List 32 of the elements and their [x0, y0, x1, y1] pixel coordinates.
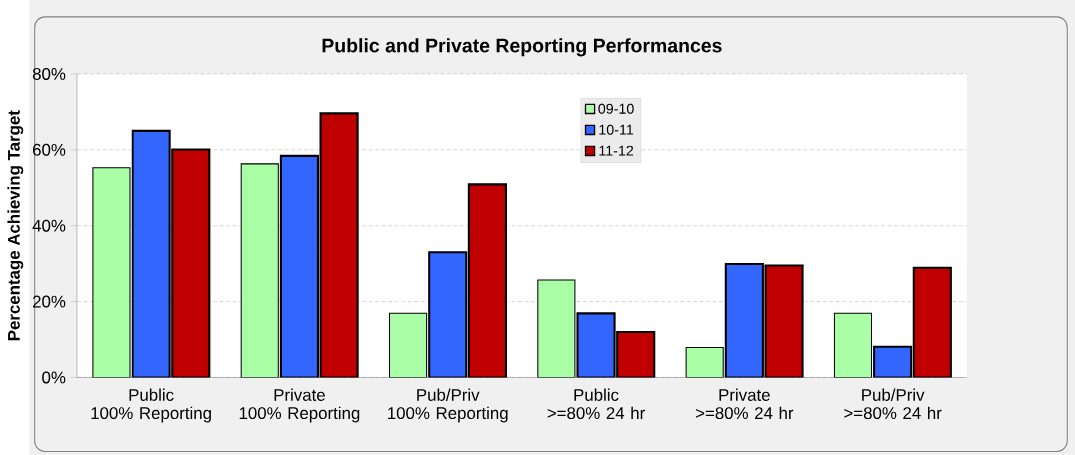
bar: [131, 129, 171, 378]
x-tick-label: Pub/Priv >=80% 24 hr: [844, 388, 942, 419]
x-tick-label: Public 100% Reporting: [91, 388, 211, 423]
bar: [467, 183, 507, 378]
bar: [319, 112, 359, 378]
y-axis-title: Percentage Achieving Target: [7, 110, 24, 341]
bar: [764, 264, 804, 378]
x-tick-label: Private 100% Reporting: [239, 388, 360, 423]
bar: [428, 251, 468, 378]
bar: [537, 279, 576, 378]
y-tick-label: 80%: [32, 67, 66, 80]
x-tick-label: Private >=80% 24 hr: [695, 388, 794, 419]
legend-label: 10-11: [599, 124, 634, 135]
legend-label: 09-10: [598, 103, 634, 114]
bar: [576, 312, 616, 378]
bar: [279, 154, 319, 378]
bar: [171, 148, 211, 378]
chart-title: Public and Private Reporting Performances: [322, 38, 722, 57]
x-tick-label: Public >=80% 24 hr: [547, 388, 645, 419]
bar: [389, 312, 428, 378]
bar: [724, 262, 764, 378]
y-tick-label: 60%: [33, 143, 66, 156]
bar: [92, 166, 131, 378]
bar: [685, 346, 724, 378]
y-tick-label: 40%: [32, 219, 66, 232]
y-tick-label: 20%: [33, 295, 66, 308]
bar: [240, 163, 279, 378]
bar: [833, 312, 873, 378]
legend-label: 11-12: [599, 145, 634, 156]
bar: [912, 266, 952, 378]
x-tick-label: Pub/Priv 100% Reporting: [388, 388, 508, 423]
y-tick-label: 0%: [42, 371, 66, 384]
